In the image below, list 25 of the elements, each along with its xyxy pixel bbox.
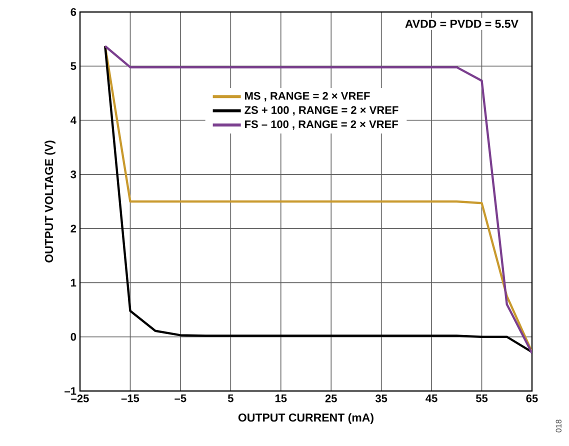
x-tick-label: –25 — [71, 394, 89, 402]
annotation: AVDD = PVDD = 5.5V — [405, 20, 518, 28]
y-tick-label: 6 — [70, 8, 76, 16]
y-tick-label: 4 — [70, 116, 76, 124]
x-tick-label: 65 — [526, 394, 538, 402]
x-axis-title: OUTPUT CURRENT (mA) — [238, 413, 374, 424]
y-tick-label: 2 — [70, 224, 76, 232]
y-tick-label: 5 — [70, 62, 76, 70]
x-tick-label: 35 — [375, 394, 388, 402]
y-tick-label: –1 — [64, 387, 76, 395]
legend-label: FS – 100 , RANGE = 2 × VREF — [245, 120, 398, 130]
x-tick-label: 5 — [228, 394, 234, 402]
x-tick-label: –15 — [121, 394, 140, 402]
legend-label: MS , RANGE = 2 × VREF — [245, 92, 370, 102]
y-tick-label: 3 — [70, 170, 76, 178]
y-tick-label: 1 — [71, 278, 76, 286]
x-tick-label: 15 — [275, 394, 287, 402]
x-tick-label: 55 — [476, 394, 488, 402]
x-tick-label: 45 — [426, 394, 438, 402]
text: 018 — [556, 420, 562, 432]
y-tick-label: 0 — [70, 332, 76, 341]
legend-label: ZS + 100 , RANGE = 2 × VREF — [244, 106, 398, 116]
x-tick-label: –5 — [174, 394, 186, 402]
y-axis-title: OUTPUT VOLTAGE (V) — [44, 140, 56, 262]
x-tick-label: 25 — [325, 394, 337, 402]
